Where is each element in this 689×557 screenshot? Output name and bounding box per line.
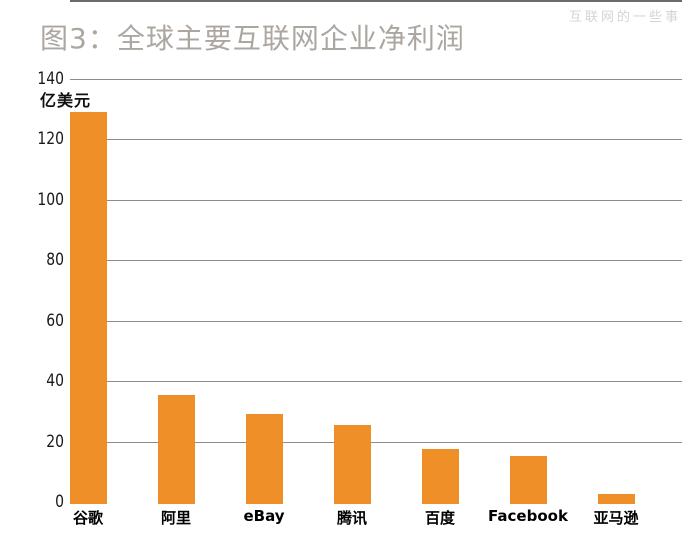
chart-title: 图3：全球主要互联网企业净利润 [40, 22, 465, 55]
y-tick-label-120: 120 [37, 129, 64, 150]
y-axis-unit-label: 亿美元 [40, 91, 92, 110]
y-tick-label-60: 60 [46, 310, 64, 331]
x-tick-label-谷歌: 谷歌 [72, 509, 103, 527]
bar-亚马逊 [597, 493, 635, 504]
y-tick-label-20: 20 [46, 431, 64, 452]
bar-Facebook [509, 455, 547, 504]
bar-eBay [245, 414, 283, 504]
bar-腾讯 [333, 424, 371, 504]
y-tick-label-100: 100 [37, 189, 64, 210]
bar-百度 [421, 449, 459, 504]
bar-阿里 [157, 394, 195, 504]
gridline-140 [70, 79, 682, 80]
gridline-80 [70, 260, 682, 262]
x-tick-label-腾讯: 腾讯 [336, 509, 367, 527]
bar-谷歌 [69, 112, 107, 504]
x-axis-line [70, 0, 682, 2]
x-tick-label-阿里: 阿里 [160, 509, 191, 527]
site-watermark: 互联网的一些事 [568, 10, 681, 25]
gridline-60 [70, 320, 682, 322]
gridline-120 [70, 139, 682, 141]
gridline-40 [70, 381, 682, 383]
gridline-100 [70, 199, 682, 201]
y-tick-label-40: 40 [46, 371, 64, 392]
x-tick-label-Facebook: Facebook [488, 507, 568, 525]
x-tick-label-eBay: eBay [243, 507, 285, 525]
y-tick-label-80: 80 [46, 250, 64, 271]
x-tick-label-亚马逊: 亚马逊 [593, 509, 639, 527]
y-tick-label-140: 140 [37, 69, 64, 89]
x-tick-label-百度: 百度 [424, 509, 455, 527]
gridline-20 [70, 441, 682, 443]
y-tick-label-0: 0 [55, 492, 64, 512]
